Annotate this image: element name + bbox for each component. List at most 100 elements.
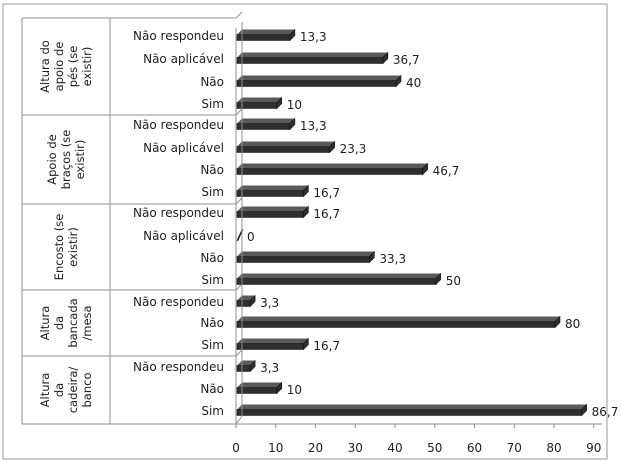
x-tick-label: 20 (308, 441, 323, 455)
group-label-line: Altura (38, 306, 52, 341)
value-label: 16,7 (313, 207, 340, 221)
x-tick-label: 10 (268, 441, 283, 455)
category-label: Não respondeu (133, 206, 224, 220)
bar-front-face (236, 190, 304, 197)
bar (236, 28, 296, 42)
value-label: 0 (247, 230, 255, 244)
bar-front-face (236, 57, 384, 64)
group-separator-depth (235, 349, 243, 357)
x-tick-label: 0 (232, 441, 240, 455)
bar-front-face (236, 387, 278, 394)
group-separator-depth (235, 283, 243, 291)
value-label: 3,3 (260, 296, 279, 310)
bar-top-face (237, 75, 401, 81)
group-label-line: /mesa (80, 305, 94, 340)
value-label: 16,7 (313, 186, 340, 200)
group-label-line: da (52, 316, 66, 330)
value-label: 23,3 (340, 142, 367, 156)
bar (236, 250, 375, 264)
group-label-line: braços (se (59, 130, 73, 190)
category-label: Não aplicável (143, 229, 224, 243)
bar-top-face (237, 338, 309, 344)
value-label: 16,7 (313, 339, 340, 353)
bar-top-face (237, 382, 282, 388)
group-label-line: cadeira/ (66, 367, 80, 414)
bar-end-face (289, 28, 296, 42)
bar-top-face (237, 185, 309, 191)
category-label: Não (200, 382, 224, 396)
value-label: 10 (287, 98, 302, 112)
bar (236, 184, 309, 198)
bar (236, 403, 587, 417)
bar-top-face (237, 273, 441, 279)
value-label: 13,3 (300, 119, 327, 133)
bar-front-face (236, 343, 304, 350)
group-label: Alturadabancada/mesa (38, 298, 94, 347)
group-label-line: Apoio de (45, 134, 59, 184)
bar-front-face (236, 300, 251, 307)
bar (236, 315, 561, 329)
value-label: 13,3 (300, 30, 327, 44)
group-separators (21, 11, 243, 425)
x-tick-label: 60 (467, 441, 482, 455)
group-label-line: existir) (73, 140, 87, 180)
category-label: Não (200, 163, 224, 177)
bar-top-face (237, 404, 587, 410)
bar-front-face (236, 321, 556, 328)
category-label: Não (200, 75, 224, 89)
bar (236, 51, 389, 65)
value-label: 10 (287, 383, 302, 397)
bar-end-face (329, 140, 335, 154)
group-separator-depth (235, 108, 243, 116)
bar-top-face (237, 141, 335, 147)
bar (236, 117, 296, 131)
bar-end-face (369, 250, 375, 264)
category-label: Não respondeu (133, 118, 224, 132)
bar-top-face (237, 163, 428, 169)
category-label: Não aplicável (143, 141, 224, 155)
bar-front-face (236, 211, 304, 218)
bar-end-face (382, 51, 389, 65)
bar-front-face (236, 80, 397, 87)
group-label-line: existir) (66, 227, 80, 267)
bar (236, 162, 428, 176)
bar-front-face (236, 146, 330, 153)
x-tick-label: 70 (507, 441, 522, 455)
group-label-line: apoio de (52, 42, 66, 92)
x-tick-label: 50 (427, 441, 442, 455)
bar-front-face (236, 256, 370, 263)
bar-end-face (395, 74, 402, 88)
value-label: 36,7 (393, 53, 420, 67)
bar-end-face (303, 184, 309, 198)
value-label: 80 (565, 317, 580, 331)
group-label-line: Encosto (se (52, 214, 66, 281)
bar-end-face (249, 359, 256, 373)
group-label-line: pés (se (66, 46, 80, 88)
bar (236, 74, 402, 88)
group-label-line: Altura do (38, 40, 52, 93)
category-label: Sim (201, 273, 224, 287)
category-label: Sim (201, 97, 224, 111)
bar-front-face (236, 34, 291, 41)
bar-end-face (303, 337, 309, 351)
category-label: Não respondeu (133, 29, 224, 43)
bar-top-face (237, 29, 295, 35)
bar-top-face (237, 251, 375, 257)
group-label: Apoio debraços (seexistir) (45, 130, 87, 190)
group-label: Alturadacadeira/banco (38, 367, 94, 414)
group-label-line: Altura (38, 373, 52, 408)
category-label: Sim (201, 185, 224, 199)
category-label: Não (200, 316, 224, 330)
x-axis-depth (235, 415, 243, 425)
bar-end-face (276, 96, 283, 110)
bar-end-face (435, 272, 442, 286)
bar (236, 140, 335, 154)
bar (236, 381, 283, 395)
bar-front-face (236, 102, 278, 109)
value-label: 50 (446, 274, 461, 288)
group-label-line: bancada (66, 298, 80, 347)
bar-end-face (554, 315, 561, 329)
bar (236, 96, 283, 110)
bar-end-face (276, 381, 283, 395)
